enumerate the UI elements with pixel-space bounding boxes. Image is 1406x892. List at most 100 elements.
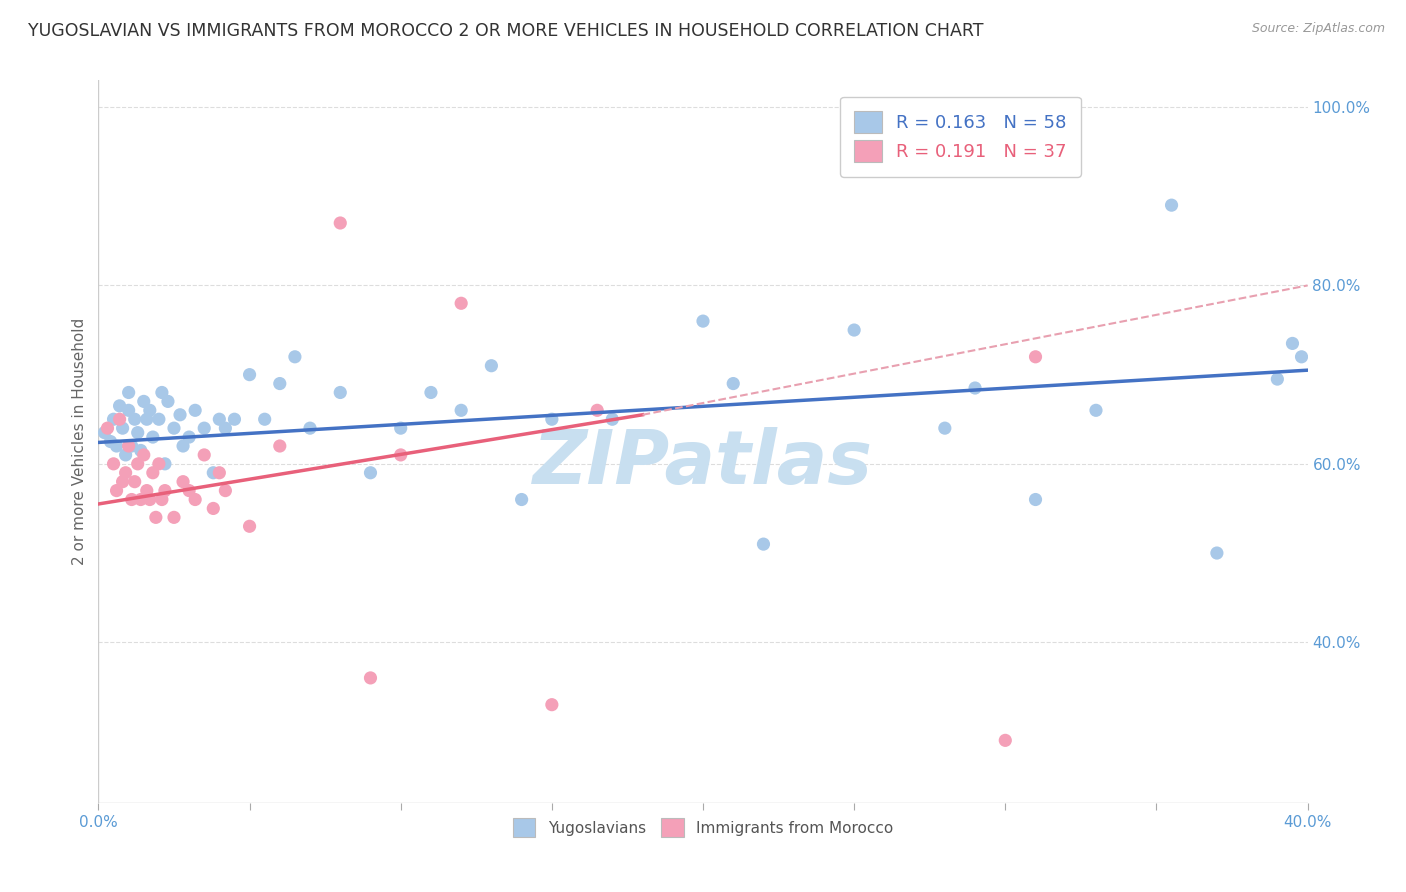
Point <box>202 466 225 480</box>
Point <box>540 412 562 426</box>
Point <box>329 385 352 400</box>
Point <box>135 483 157 498</box>
Point <box>389 448 412 462</box>
Point <box>145 510 167 524</box>
Point <box>150 492 173 507</box>
Point <box>118 403 141 417</box>
Legend: Yugoslavians, Immigrants from Morocco: Yugoslavians, Immigrants from Morocco <box>501 806 905 849</box>
Point <box>1085 403 1108 417</box>
Point <box>269 376 291 391</box>
Point <box>124 475 146 489</box>
Point <box>450 403 472 417</box>
Point <box>132 394 155 409</box>
Point <box>103 412 125 426</box>
Point <box>202 501 225 516</box>
Point <box>208 412 231 426</box>
Point <box>121 492 143 507</box>
Point <box>1281 336 1303 351</box>
Point <box>148 457 170 471</box>
Point <box>193 421 215 435</box>
Point <box>360 671 382 685</box>
Point <box>108 412 131 426</box>
Point <box>111 475 134 489</box>
Point <box>114 448 136 462</box>
Point <box>153 457 176 471</box>
Point <box>510 492 533 507</box>
Point <box>184 492 207 507</box>
Point <box>214 421 236 435</box>
Point <box>132 448 155 462</box>
Point <box>723 376 745 391</box>
Point <box>118 385 141 400</box>
Point <box>193 448 215 462</box>
Point <box>179 483 201 498</box>
Text: Source: ZipAtlas.com: Source: ZipAtlas.com <box>1251 22 1385 36</box>
Point <box>96 421 118 435</box>
Point <box>184 403 207 417</box>
Point <box>114 466 136 480</box>
Point <box>224 412 246 426</box>
Point <box>129 492 152 507</box>
Point <box>105 439 128 453</box>
Point <box>389 421 412 435</box>
Point <box>269 439 291 453</box>
Point <box>118 439 141 453</box>
Point <box>692 314 714 328</box>
Point <box>172 439 194 453</box>
Point <box>163 421 186 435</box>
Point <box>965 381 987 395</box>
Point <box>239 519 262 533</box>
Point <box>105 483 128 498</box>
Point <box>844 323 866 337</box>
Point <box>450 296 472 310</box>
Point <box>1024 492 1046 507</box>
Point <box>179 430 201 444</box>
Point <box>111 421 134 435</box>
Point <box>142 430 165 444</box>
Point <box>135 412 157 426</box>
Point <box>163 510 186 524</box>
Y-axis label: 2 or more Vehicles in Household: 2 or more Vehicles in Household <box>72 318 87 566</box>
Point <box>214 483 236 498</box>
Point <box>169 408 191 422</box>
Point <box>1267 372 1289 386</box>
Point <box>602 412 624 426</box>
Point <box>172 475 194 489</box>
Point <box>127 425 149 440</box>
Point <box>153 483 176 498</box>
Text: ZIPatlas: ZIPatlas <box>533 426 873 500</box>
Point <box>586 403 609 417</box>
Point <box>139 403 162 417</box>
Point <box>103 457 125 471</box>
Point <box>156 394 179 409</box>
Point <box>208 466 231 480</box>
Point <box>142 466 165 480</box>
Point <box>108 399 131 413</box>
Point <box>150 385 173 400</box>
Point <box>329 216 352 230</box>
Text: YUGOSLAVIAN VS IMMIGRANTS FROM MOROCCO 2 OR MORE VEHICLES IN HOUSEHOLD CORRELATI: YUGOSLAVIAN VS IMMIGRANTS FROM MOROCCO 2… <box>28 22 984 40</box>
Point <box>239 368 262 382</box>
Point <box>121 439 143 453</box>
Point <box>100 434 122 449</box>
Point <box>129 443 152 458</box>
Point <box>253 412 276 426</box>
Point <box>360 466 382 480</box>
Point <box>1160 198 1182 212</box>
Point <box>540 698 562 712</box>
Point <box>148 412 170 426</box>
Point <box>284 350 307 364</box>
Point <box>752 537 775 551</box>
Point <box>1206 546 1229 560</box>
Point <box>481 359 503 373</box>
Point <box>299 421 322 435</box>
Point <box>994 733 1017 747</box>
Point <box>1024 350 1046 364</box>
Point <box>1291 350 1313 364</box>
Point <box>124 412 146 426</box>
Point <box>420 385 443 400</box>
Point <box>139 492 162 507</box>
Point <box>127 457 149 471</box>
Point <box>934 421 956 435</box>
Point <box>93 425 115 440</box>
